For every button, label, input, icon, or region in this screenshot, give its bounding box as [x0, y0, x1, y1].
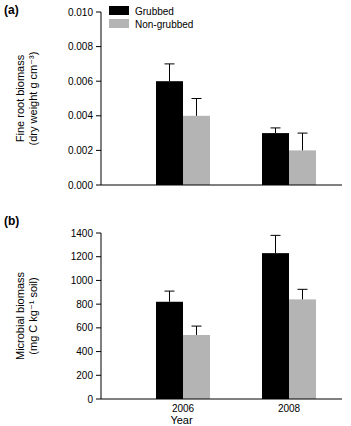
legend-swatch — [109, 19, 129, 28]
legend-label: Non-grubbed — [135, 19, 193, 30]
x-axis-line — [101, 399, 342, 400]
legend-label: Grubbed — [135, 6, 174, 17]
legend-swatch — [109, 6, 129, 15]
panel-label: (b) — [4, 214, 19, 228]
y-tick — [96, 351, 101, 352]
bar — [289, 150, 316, 185]
panel: (a) Fine root biomass(dry weight g cm⁻³) 0… — [4, 3, 342, 191]
y-tick-label: 0.008 — [68, 41, 93, 52]
error-bar — [271, 128, 281, 133]
legend: Grubbed Non-grubbed — [109, 6, 193, 30]
y-tick — [96, 115, 101, 116]
bar — [289, 299, 316, 399]
y-tick — [96, 280, 101, 281]
y-axis-line — [101, 12, 102, 185]
y-tick-label: 1000 — [71, 275, 94, 286]
y-axis-line — [101, 233, 102, 399]
x-axis-label: Year — [170, 414, 193, 426]
bar — [156, 302, 183, 399]
y-tick-label: 0.000 — [68, 180, 93, 191]
error-bar — [271, 235, 281, 253]
y-tick — [96, 81, 101, 82]
y-tick-label: 0.010 — [68, 7, 93, 18]
y-tick-label: 0.002 — [68, 145, 93, 156]
y-tick-label: 1200 — [71, 251, 94, 262]
error-bar — [298, 289, 308, 299]
y-tick — [96, 399, 101, 400]
error-bar — [165, 64, 175, 81]
y-tick — [96, 12, 101, 13]
y-tick-label: 0.006 — [68, 76, 93, 87]
y-axis-label: Microbial biomass(mg C kg⁻¹ soil) — [14, 271, 39, 360]
y-axis-label-line: Microbial biomass — [14, 271, 26, 360]
y-tick-label: 800 — [76, 299, 93, 310]
y-tick — [96, 150, 101, 151]
x-tick-label: 2006 — [172, 403, 195, 414]
bar — [156, 81, 183, 185]
y-tick — [96, 185, 101, 186]
error-bar — [192, 326, 202, 335]
error-bar — [165, 291, 175, 302]
y-axis-label-line: (dry weight g cm⁻³) — [27, 52, 39, 146]
y-tick-label: 1400 — [71, 228, 94, 239]
y-axis-label-line: (mg C kg⁻¹ soil) — [27, 277, 39, 354]
y-tick-label: 0 — [87, 394, 93, 405]
error-bar — [298, 133, 308, 150]
x-axis-line — [101, 185, 342, 186]
y-tick-label: 200 — [76, 370, 93, 381]
y-tick-label: 0.004 — [68, 110, 93, 121]
y-tick-label: 600 — [76, 322, 93, 333]
panel: (b) Microbial biomass(mg C kg⁻¹ soil) 0 200… — [4, 214, 342, 426]
y-tick — [96, 256, 101, 257]
y-axis-label-line: Fine root biomass — [14, 54, 26, 142]
x-tick-label: 2008 — [278, 403, 301, 414]
y-tick — [96, 46, 101, 47]
bars — [156, 64, 316, 185]
y-tick — [96, 233, 101, 234]
bar — [183, 335, 210, 399]
panel-label: (a) — [4, 3, 19, 17]
y-tick — [96, 304, 101, 305]
bar — [262, 253, 289, 399]
y-axis-label: Fine root biomass(dry weight g cm⁻³) — [14, 52, 39, 146]
bar — [262, 133, 289, 185]
y-tick-label: 400 — [76, 346, 93, 357]
y-tick — [96, 327, 101, 328]
figure: (a) Fine root biomass(dry weight g cm⁻³) 0… — [0, 0, 351, 426]
y-tick — [96, 375, 101, 376]
bar — [183, 116, 210, 185]
error-bar — [192, 99, 202, 116]
bars — [156, 235, 316, 399]
